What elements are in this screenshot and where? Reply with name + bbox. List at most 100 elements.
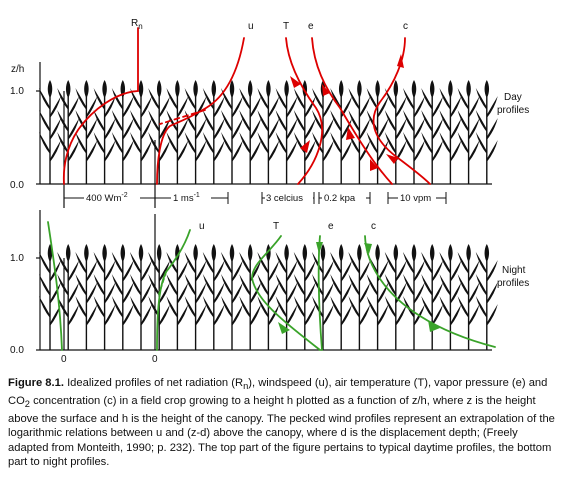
crop-plant-icon [384, 80, 407, 184]
wind-scale-label: 1 ms-1 [173, 192, 200, 204]
crop-plant-icon [312, 80, 334, 184]
radiation-zero-label: 0 [61, 354, 67, 365]
night-profiles-label-2: profiles [497, 278, 529, 289]
y-axis-label: z/h [11, 64, 24, 75]
vapor-scale-label: 0.2 kpa [324, 193, 356, 204]
crop-plant-icon [439, 80, 462, 184]
day-t-label: T [283, 21, 289, 32]
day-e-profile [311, 37, 393, 185]
crop-plant-icon [239, 244, 262, 350]
crop-plant-icon [421, 244, 444, 350]
day-e-arrow-3 [370, 159, 378, 171]
crop-plant-icon [148, 80, 171, 184]
crop-plant-icon [439, 244, 462, 350]
crop-plant-icon [184, 80, 207, 184]
night-rn-profile [47, 221, 63, 351]
crop-plant-icon [475, 80, 498, 184]
night-tick-label-1: 1.0 [10, 253, 24, 264]
day-c-arrow-2 [386, 154, 398, 164]
crop-plant-icon [312, 244, 334, 350]
figure-label: Figure 8.1. [8, 377, 64, 389]
crop-plant-icon [457, 80, 480, 184]
crop-plant-icon [184, 244, 207, 350]
crop-plant-icon [202, 80, 225, 184]
figure-caption: Figure 8.1. Idealized profiles of net ra… [8, 377, 555, 469]
night-tick-label-0: 0.0 [10, 345, 24, 356]
crop-plant-icon [39, 80, 61, 184]
day-axes [36, 62, 492, 208]
day-profiles [62, 27, 431, 185]
crop-plant-icon [457, 244, 480, 350]
night-c-arrow-2 [428, 320, 440, 332]
crop-plants-day [39, 80, 498, 184]
night-profiles-label: Night [502, 265, 526, 276]
day-u-extrapolation [159, 109, 206, 125]
crop-plant-icon [421, 80, 444, 184]
temperature-scale-label: 3 celcius [266, 193, 303, 204]
night-t-label: T [273, 221, 279, 232]
night-t-arrow [278, 322, 290, 334]
night-axes [36, 210, 492, 351]
night-u-extrapolation [158, 271, 167, 295]
crop-plant-icon [75, 244, 98, 350]
day-e-arrow-1 [322, 84, 330, 96]
crop-plant-icon [202, 244, 225, 350]
day-t-arrow-2 [300, 140, 310, 153]
crop-plant-icon [475, 244, 498, 350]
crop-plant-icon [166, 80, 189, 184]
day-profiles-label-2: profiles [497, 105, 529, 116]
radiation-scale-label: 400 Wm-2 [86, 192, 128, 204]
night-arrowheads [278, 242, 440, 334]
crop-plant-icon [221, 244, 243, 350]
day-c-arrow-1 [397, 54, 404, 68]
crop-plant-icon [275, 244, 298, 350]
crop-plants-night [39, 244, 498, 350]
night-t-profile [251, 235, 321, 351]
day-tick-label-1: 1.0 [10, 86, 24, 97]
wind-zero-label: 0 [152, 354, 158, 365]
co2-scale-label: 10 vpm [400, 193, 431, 204]
crop-plant-icon [384, 244, 407, 350]
day-c-profile [372, 37, 431, 185]
day-t-arrow-1 [290, 76, 301, 88]
crop-plant-icon [293, 244, 316, 350]
night-c-label: c [371, 221, 376, 232]
crop-plant-icon [403, 80, 425, 184]
day-arrowheads [290, 54, 404, 171]
night-u-label: u [199, 221, 205, 232]
night-c-profile [364, 235, 496, 348]
crop-plant-icon [111, 80, 134, 184]
crop-plant-icon [293, 80, 316, 184]
crop-plant-icon [239, 80, 262, 184]
day-e-label: e [308, 21, 314, 32]
crop-plant-icon [57, 80, 80, 184]
crop-plant-icon [93, 80, 116, 184]
crop-plant-icon [221, 80, 243, 184]
crop-plant-icon [348, 244, 371, 350]
profiles-diagram: z/h 1.0 0.0 1.0 0.0 0 0 Day profiles Nig… [10, 18, 529, 365]
day-e-arrow-2 [346, 127, 355, 140]
night-c-arrow-1 [364, 243, 372, 254]
crop-plant-icon [275, 80, 298, 184]
crop-plant-icon [57, 244, 80, 350]
crop-plant-icon [111, 244, 134, 350]
crop-plant-icon [75, 80, 98, 184]
crop-plant-icon [403, 244, 425, 350]
crop-plant-icon [257, 80, 280, 184]
crop-plant-icon [330, 244, 353, 350]
crop-plant-icon [130, 80, 152, 184]
crop-plant-icon [130, 244, 152, 350]
crop-plant-icon [93, 244, 116, 350]
night-e-label: e [328, 221, 334, 232]
day-tick-label-0: 0.0 [10, 180, 24, 191]
day-rn-profile [62, 27, 139, 185]
crop-plant-icon [348, 80, 371, 184]
day-profiles-label: Day [504, 92, 522, 103]
crop-plant-icon [39, 244, 61, 350]
day-c-label: c [403, 21, 408, 32]
day-u-label: u [248, 21, 254, 32]
crop-plant-icon [257, 244, 280, 350]
day-u-profile [156, 37, 245, 185]
day-rn-label: Rn [131, 18, 143, 31]
day-t-profile [285, 37, 323, 185]
